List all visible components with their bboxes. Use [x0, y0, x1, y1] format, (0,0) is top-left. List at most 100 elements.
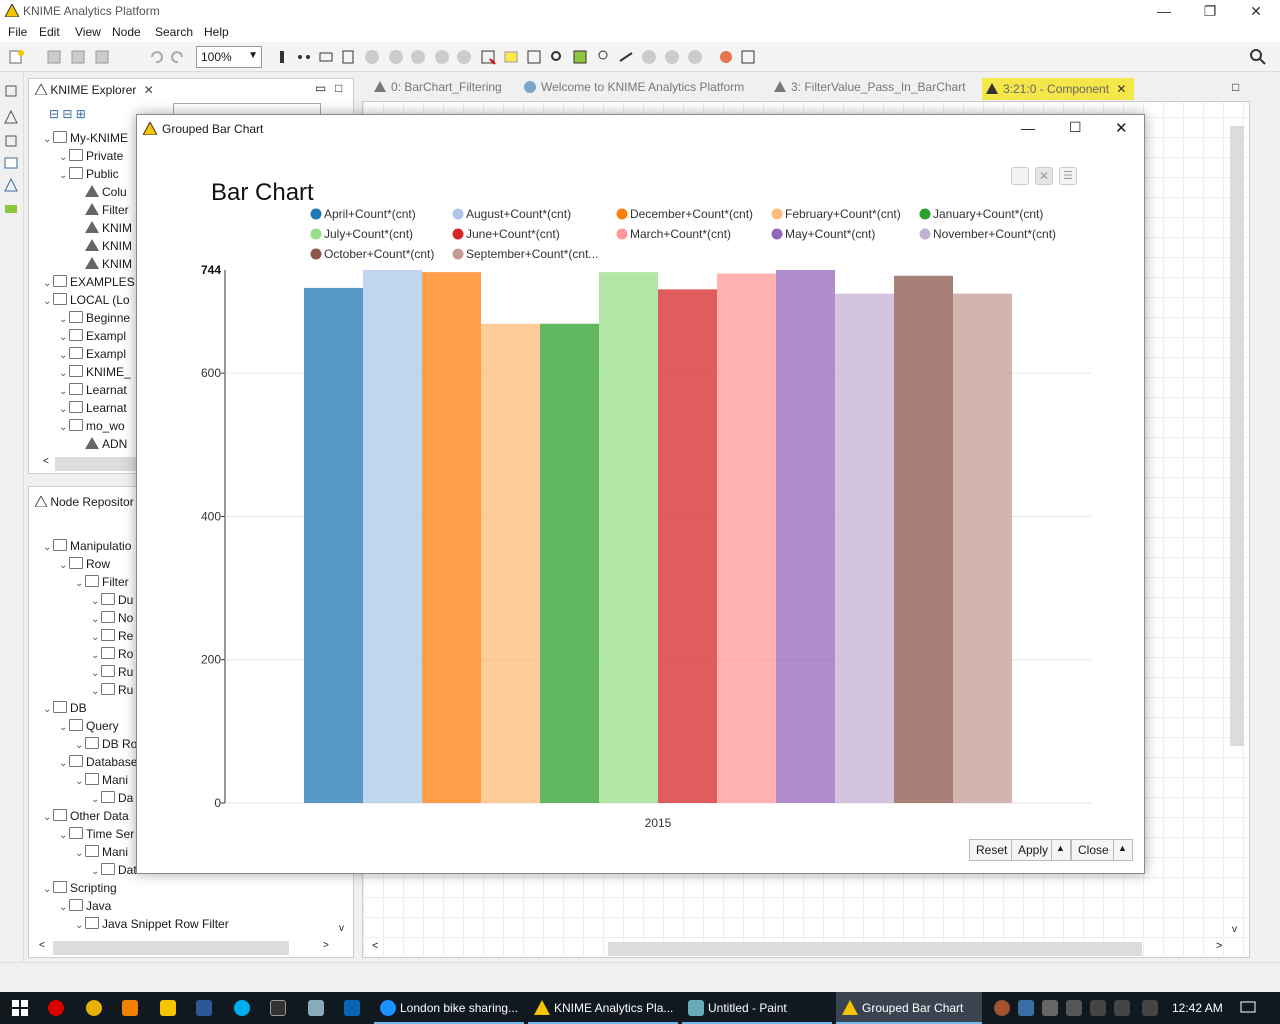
- tree-item[interactable]: ⌄ Database: [59, 755, 137, 773]
- chevron-down-icon[interactable]: v: [1232, 924, 1237, 935]
- align-icon[interactable]: [274, 49, 290, 65]
- taskbar-item-paint[interactable]: Untitled - Paint: [682, 992, 832, 1024]
- fullscreen-icon[interactable]: ✕: [1035, 167, 1053, 185]
- vlc-icon[interactable]: [122, 1000, 138, 1016]
- expand-toggle-icon[interactable]: ⌄: [91, 614, 100, 625]
- layout-editor-icon[interactable]: [740, 49, 756, 65]
- chevron-left-icon[interactable]: <: [43, 456, 49, 467]
- close-window-button[interactable]: ✕: [1250, 3, 1262, 19]
- minimize-button[interactable]: —: [1021, 120, 1035, 136]
- tree-item[interactable]: KNIM: [75, 239, 132, 257]
- cmd-icon[interactable]: [270, 1000, 286, 1016]
- opera-icon[interactable]: [48, 1000, 64, 1016]
- horizontal-scrollbar[interactable]: [53, 941, 289, 955]
- tree-item[interactable]: ⌄ Time Ser: [59, 827, 134, 845]
- minimize-button[interactable]: —: [1157, 3, 1171, 19]
- tree-item[interactable]: ⌄ Ro: [91, 647, 133, 665]
- tree-item[interactable]: ⌄ Exampl: [59, 329, 126, 347]
- menu-node[interactable]: Node: [112, 25, 141, 39]
- layout-icon[interactable]: [296, 49, 312, 65]
- menu-search[interactable]: Search: [155, 25, 194, 39]
- console-icon[interactable]: [4, 156, 18, 170]
- chevron-left-icon[interactable]: <: [372, 940, 379, 952]
- apply-button[interactable]: Apply: [1011, 839, 1056, 861]
- redo-icon[interactable]: [170, 49, 186, 65]
- expand-toggle-icon[interactable]: ⌄: [59, 830, 68, 841]
- tray-app-icon[interactable]: [1018, 1000, 1034, 1016]
- execute-open-icon[interactable]: [410, 49, 426, 65]
- tree-item[interactable]: ⌄ Query: [59, 719, 119, 737]
- tree-item[interactable]: ⌄ Java: [59, 899, 111, 917]
- tree-item[interactable]: ⌄ Du: [91, 593, 133, 611]
- menu-file[interactable]: File: [8, 25, 28, 39]
- save-icon[interactable]: [46, 49, 62, 65]
- notifications-icon[interactable]: [1240, 1000, 1256, 1016]
- tree-item[interactable]: ⌄ Mani: [75, 845, 128, 863]
- connect-icon[interactable]: [318, 49, 334, 65]
- taskbar-item-grouped-bar-chart[interactable]: Grouped Bar Chart: [836, 992, 982, 1024]
- expand-toggle-icon[interactable]: ⌄: [59, 902, 68, 913]
- save-all-icon[interactable]: [94, 49, 110, 65]
- tab-filtervalue[interactable]: 3: FilterValue_Pass_In_BarChart: [774, 80, 966, 94]
- view-icon[interactable]: [526, 49, 542, 65]
- grid-toggle-icon[interactable]: [572, 49, 588, 65]
- tree-item[interactable]: ⌄ Ru: [91, 683, 133, 701]
- save-as-icon[interactable]: [70, 49, 86, 65]
- expand-toggle-icon[interactable]: ⌄: [59, 350, 68, 361]
- horizontal-scrollbar[interactable]: [608, 942, 1142, 956]
- expand-toggle-icon[interactable]: ⌄: [59, 332, 68, 343]
- tree-item[interactable]: KNIM: [75, 257, 132, 275]
- expand-toggle-icon[interactable]: ⌄: [59, 404, 68, 415]
- expand-toggle-icon[interactable]: ⌄: [75, 920, 84, 931]
- tree-item[interactable]: ⌄ Scripting: [43, 881, 117, 899]
- restore-button[interactable]: ❐: [1203, 3, 1217, 19]
- tree-item[interactable]: ⌄ Da: [91, 791, 133, 809]
- expand-toggle-icon[interactable]: ⌄: [59, 368, 68, 379]
- tree-item[interactable]: ADN: [75, 437, 127, 455]
- collapse-all-icon[interactable]: ⊟ ⊟ ⊞: [49, 107, 86, 121]
- word-icon[interactable]: [196, 1000, 212, 1016]
- taskbar-clock[interactable]: 12:42 AM: [1172, 1001, 1223, 1015]
- tree-item[interactable]: ⌄ Learnat: [59, 383, 127, 401]
- tree-item[interactable]: ⌄ LOCAL (Lo: [43, 293, 130, 311]
- chevron-right-icon[interactable]: >: [1216, 940, 1223, 952]
- close-icon[interactable]: ✕: [143, 83, 154, 97]
- tree-item[interactable]: ⌄ mo_wo: [59, 419, 125, 437]
- resume-icon[interactable]: [687, 49, 703, 65]
- skype-icon[interactable]: [234, 1000, 250, 1016]
- restore-icon[interactable]: [4, 134, 18, 148]
- expand-toggle-icon[interactable]: ⌄: [91, 596, 100, 607]
- expand-toggle-icon[interactable]: ⌄: [59, 314, 68, 325]
- horizontal-scrollbar[interactable]: [55, 457, 137, 471]
- expand-toggle-icon[interactable]: ⌄: [43, 812, 52, 823]
- chevron-left-icon[interactable]: <: [39, 940, 45, 951]
- close-button[interactable]: Close: [1071, 839, 1116, 861]
- tree-item[interactable]: ⌄ My-KNIME: [43, 131, 128, 149]
- tray-network-icon[interactable]: [1066, 1000, 1082, 1016]
- name-icon[interactable]: [618, 49, 634, 65]
- tree-item[interactable]: ⌄ DB Ro: [75, 737, 137, 755]
- expand-toggle-icon[interactable]: ⌄: [59, 170, 68, 181]
- taskbar-item-edge[interactable]: London bike sharing...: [374, 992, 524, 1024]
- reset-icon[interactable]: [480, 49, 496, 65]
- execute-icon[interactable]: [364, 49, 380, 65]
- expand-toggle-icon[interactable]: ⌄: [59, 422, 68, 433]
- apply-options-icon[interactable]: ▲: [1051, 839, 1071, 861]
- configure-icon[interactable]: [340, 49, 356, 65]
- vertical-scrollbar[interactable]: [1230, 126, 1244, 746]
- magnifier-icon[interactable]: [549, 49, 565, 65]
- tree-item[interactable]: Filter: [75, 203, 129, 221]
- menu-help[interactable]: Help: [204, 25, 229, 39]
- close-options-icon[interactable]: ▲: [1113, 839, 1133, 861]
- tree-item[interactable]: ⌄ Manipulatio: [43, 539, 131, 557]
- expand-toggle-icon[interactable]: ⌄: [43, 884, 52, 895]
- tray-app-icon[interactable]: [994, 1000, 1010, 1016]
- expand-toggle-icon[interactable]: ⌄: [75, 578, 84, 589]
- tree-item[interactable]: ⌄ Private: [59, 149, 123, 167]
- expand-toggle-icon[interactable]: ⌄: [59, 152, 68, 163]
- menu-edit[interactable]: Edit: [39, 25, 60, 39]
- annotation-icon[interactable]: [503, 49, 519, 65]
- expand-toggle-icon[interactable]: ⌄: [59, 560, 68, 571]
- expand-toggle-icon[interactable]: ⌄: [43, 134, 52, 145]
- expand-toggle-icon[interactable]: ⌄: [91, 668, 100, 679]
